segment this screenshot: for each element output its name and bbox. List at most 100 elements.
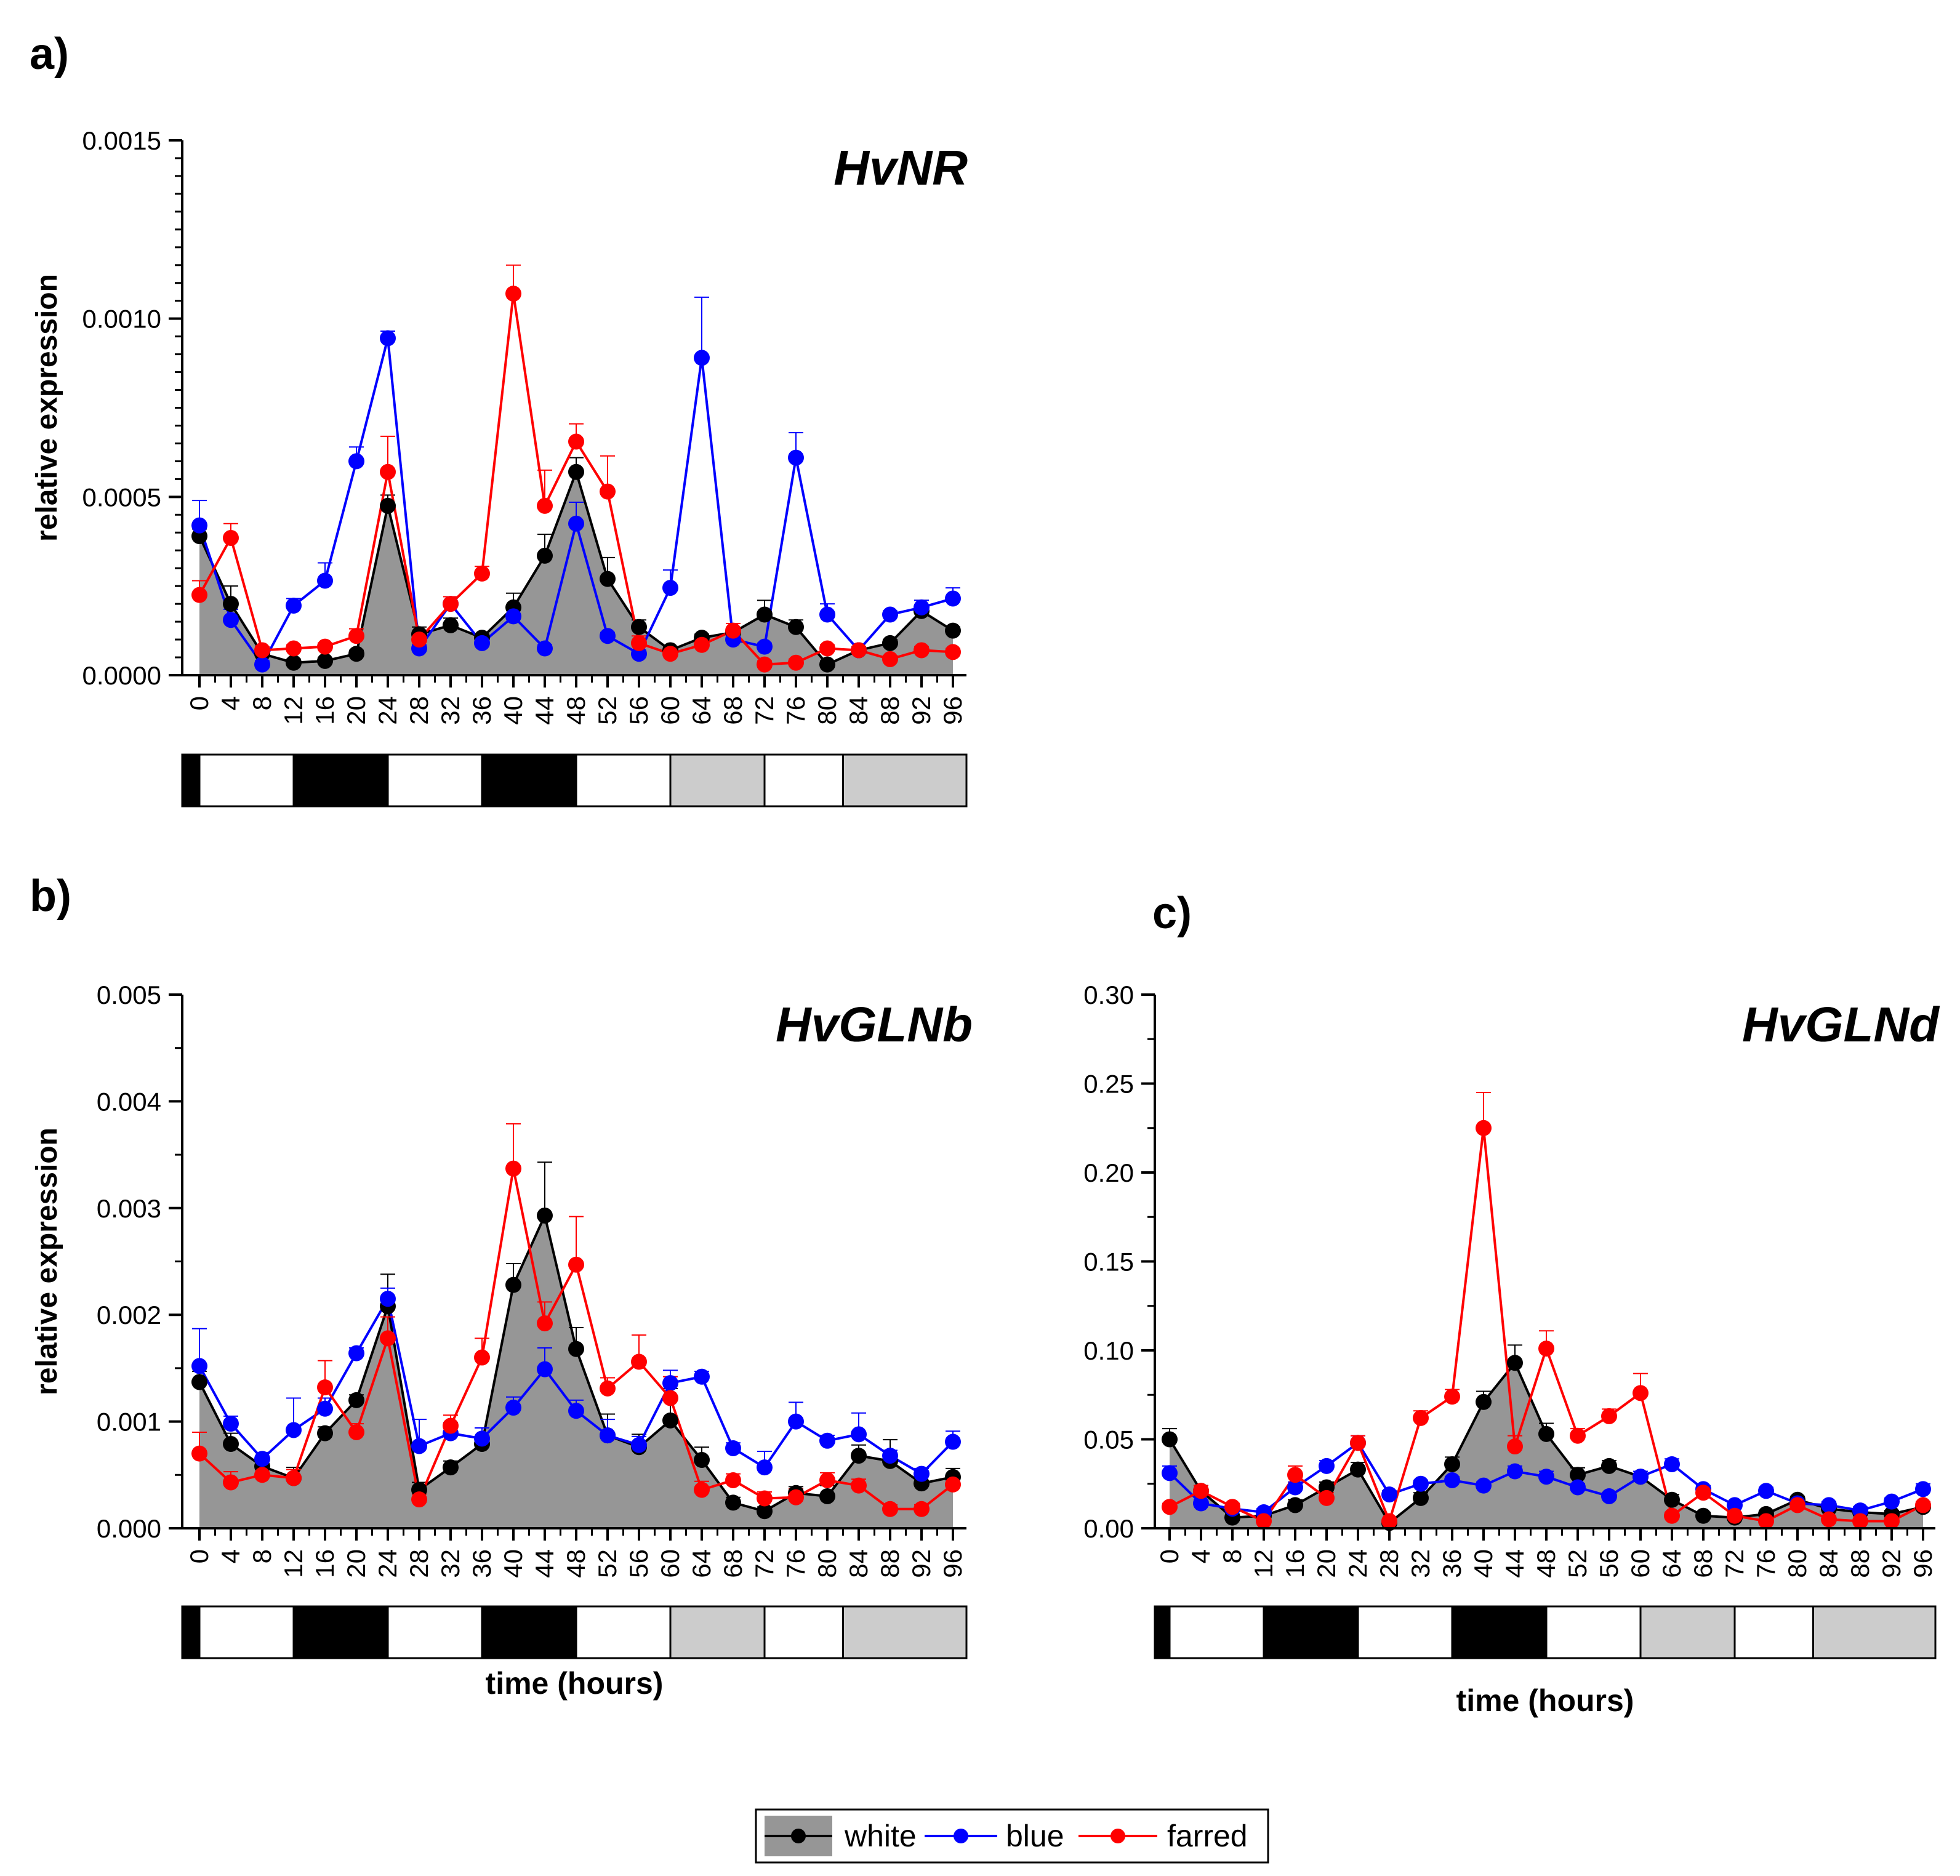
data-point-blue [694, 350, 710, 366]
data-point-blue [348, 453, 364, 470]
chart-title: HvGLNb [776, 997, 973, 1052]
data-point-farred [788, 654, 804, 671]
data-point-farred [1413, 1409, 1429, 1426]
x-tick-label: 24 [373, 1549, 402, 1578]
light-regime-dark [481, 753, 577, 808]
x-tick-label: 96 [938, 696, 967, 725]
data-point-blue [1381, 1486, 1397, 1503]
x-tick-label: 44 [530, 696, 559, 725]
legend-box [755, 1808, 1269, 1864]
light-regime-grey [1812, 1605, 1937, 1659]
data-point-blue [568, 515, 584, 532]
y-tick-label: 0.003 [97, 1194, 161, 1223]
data-point-farred [1476, 1120, 1492, 1136]
panel-label-b: b) [30, 872, 71, 921]
y-tick-label: 0.30 [1083, 980, 1134, 1009]
x-tick-label: 0 [185, 696, 214, 710]
data-point-farred [631, 635, 647, 651]
data-point-white [1601, 1457, 1617, 1474]
light-regime-light [763, 753, 844, 808]
x-tick-label: 72 [1720, 1549, 1749, 1578]
data-point-blue [223, 612, 239, 628]
x-tick-label: 36 [467, 1549, 496, 1578]
data-point-farred [725, 622, 741, 639]
data-point-blue [1758, 1483, 1774, 1499]
data-point-white [537, 547, 553, 564]
x-tick-label: 52 [593, 696, 622, 725]
light-regime-light [1168, 1605, 1265, 1659]
y-tick-label: 0.001 [97, 1408, 161, 1437]
data-point-farred [1758, 1513, 1774, 1529]
data-point-farred [662, 646, 678, 662]
x-tick-label: 84 [844, 1549, 873, 1578]
data-point-farred [945, 644, 961, 660]
y-tick-label: 0.0015 [82, 126, 161, 155]
x-tick-label: 28 [404, 696, 433, 725]
data-point-white [788, 619, 804, 635]
light-regime-dark [1154, 1605, 1171, 1659]
x-tick-label: 60 [656, 1549, 685, 1578]
data-point-farred [1162, 1499, 1178, 1515]
data-point-farred [1884, 1513, 1900, 1529]
y-tick-label: 0.0005 [82, 483, 161, 511]
data-point-white [1507, 1355, 1523, 1371]
data-point-farred [819, 1472, 835, 1488]
data-point-white [1695, 1507, 1711, 1524]
light-regime-dark [292, 1605, 389, 1659]
x-tick-label: 24 [1343, 1549, 1372, 1578]
data-point-farred [1507, 1438, 1523, 1455]
data-point-farred [537, 497, 553, 514]
data-point-farred [882, 1501, 898, 1517]
data-point-white [1538, 1425, 1554, 1442]
data-point-blue [788, 449, 804, 466]
data-point-blue [254, 656, 270, 673]
x-tick-label: 24 [373, 696, 402, 725]
data-point-blue [631, 1437, 647, 1453]
data-point-farred [1601, 1408, 1617, 1424]
data-point-farred [348, 628, 364, 644]
data-point-farred [631, 1353, 647, 1370]
y-tick-label: 0.005 [97, 980, 161, 1009]
y-tick-label: 0.0010 [82, 305, 161, 334]
series-area-white [1170, 1363, 1923, 1528]
data-point-white [757, 606, 773, 623]
x-tick-label: 32 [1406, 1549, 1435, 1578]
x-tick-label: 8 [247, 1549, 276, 1563]
data-point-white [380, 497, 396, 514]
legend-label-farred: farred [1167, 1819, 1248, 1853]
light-regime-light [575, 1605, 672, 1659]
x-tick-label: 12 [279, 1549, 308, 1578]
data-point-blue [380, 330, 396, 347]
data-point-blue [1915, 1481, 1931, 1497]
light-regime-dark [181, 753, 201, 808]
data-point-farred [788, 1489, 804, 1505]
x-tick-label: 28 [404, 1549, 433, 1578]
data-point-blue [1570, 1479, 1586, 1496]
data-point-farred [474, 565, 490, 582]
data-point-white [694, 1452, 710, 1469]
data-point-farred [505, 1160, 521, 1177]
x-tick-label: 64 [687, 696, 716, 725]
light-regime-light [763, 1605, 844, 1659]
data-point-farred [851, 1477, 867, 1494]
x-tick-label: 48 [561, 696, 590, 725]
data-point-blue [223, 1416, 239, 1432]
data-point-blue [1162, 1465, 1178, 1481]
data-point-white [1444, 1456, 1460, 1472]
data-point-blue [788, 1413, 804, 1430]
x-tick-label: 76 [781, 696, 810, 725]
x-tick-label: 20 [342, 696, 371, 725]
data-point-farred [1633, 1385, 1649, 1401]
x-tick-label: 68 [1689, 1549, 1717, 1578]
data-point-farred [317, 638, 333, 655]
data-point-blue [882, 1448, 898, 1464]
light-regime-light [1357, 1605, 1453, 1659]
x-tick-label: 48 [1532, 1549, 1560, 1578]
data-point-blue [537, 1361, 553, 1377]
legend-marker-white [791, 1829, 806, 1843]
data-point-white [223, 1436, 239, 1453]
data-point-farred [1444, 1389, 1460, 1405]
light-regime-dark [1263, 1605, 1359, 1659]
data-point-white [662, 1412, 678, 1429]
series-area-white [199, 1215, 953, 1528]
